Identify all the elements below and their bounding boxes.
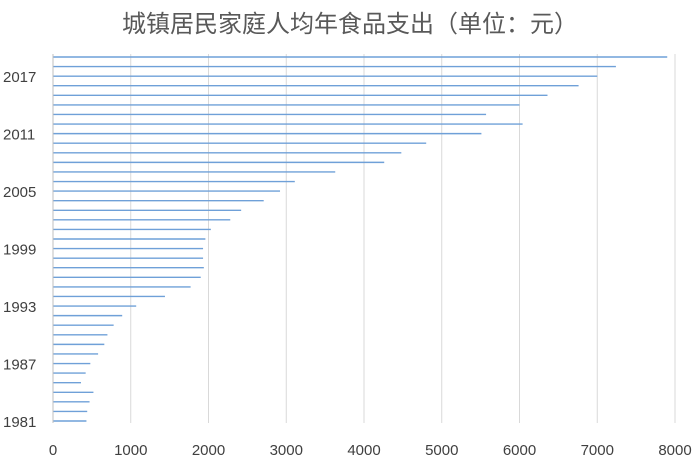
x-tick-label: 5000 — [425, 442, 458, 459]
y-tick-label: 2011 — [3, 127, 35, 144]
x-tick-label: 0 — [49, 442, 57, 459]
tick-labels: 0 1000 2000 3000 4000 5000 6000 7000 8000 1981 198… — [3, 69, 692, 459]
x-tick-label: 3000 — [270, 442, 303, 459]
x-tick-label: 1000 — [114, 442, 147, 459]
y-tick-label: 1981 — [3, 414, 36, 431]
x-tick-label: 7000 — [581, 442, 614, 459]
x-tick-label: 8000 — [658, 442, 691, 459]
chart-title: 城镇居民家庭人均年食品支出（单位：元） — [122, 10, 578, 38]
x-tick-label: 6000 — [503, 442, 536, 459]
y-tick-label: 2017 — [3, 69, 36, 86]
gridlines — [130, 54, 676, 423]
y-tick-label: 1999 — [3, 242, 36, 259]
x-tick-label: 4000 — [347, 442, 380, 459]
y-tick-label: 1987 — [3, 357, 36, 374]
x-tick-label: 2000 — [192, 442, 225, 459]
y-tick-label: 1993 — [3, 299, 36, 316]
bars — [53, 56, 668, 422]
y-tick-label: 2005 — [3, 184, 36, 201]
